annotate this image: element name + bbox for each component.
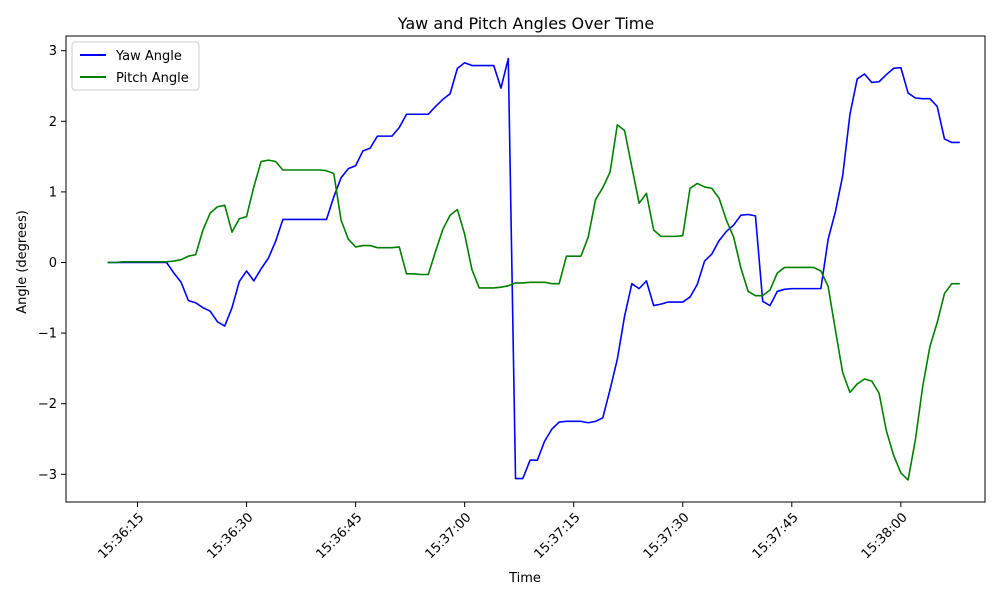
y-tick-label: 3 (49, 44, 57, 59)
x-axis-label: Time (508, 571, 541, 586)
series-line-pitch (107, 124, 960, 481)
y-axis-label: Angle (degrees) (15, 210, 30, 314)
legend-label-pitch: Pitch Angle (116, 71, 189, 86)
legend: Yaw Angle Pitch Angle (71, 41, 200, 91)
plot-frame (65, 35, 986, 503)
y-tick-label: −1 (38, 327, 57, 342)
series-line-yaw (107, 57, 960, 480)
y-tick-label: 2 (49, 115, 57, 130)
y-tick-label: 0 (49, 256, 57, 271)
y-tick-label: −2 (38, 397, 57, 412)
y-tick-label: −3 (38, 468, 57, 483)
chart-title: Yaw and Pitch Angles Over Time (397, 14, 654, 33)
legend-label-yaw: Yaw Angle (115, 49, 182, 64)
y-tick-label: 1 (49, 185, 57, 200)
